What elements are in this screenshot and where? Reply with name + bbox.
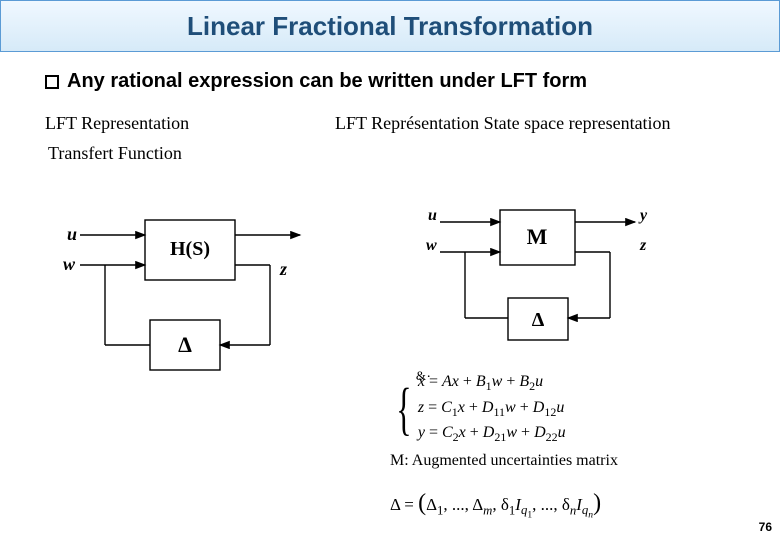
signal-w-right: w	[426, 237, 437, 254]
block-m: M	[527, 224, 548, 249]
page-title: Linear Fractional Transformation	[187, 11, 593, 42]
subtitle-row: Any rational expression can be written u…	[45, 70, 780, 93]
brace-icon: {	[396, 367, 411, 451]
state-space-equations: { ẋ = Ax + B1w + B2u z = C1x + D11w + D…	[390, 370, 566, 454]
bullet-icon	[45, 75, 59, 89]
signal-z-right: z	[639, 237, 647, 254]
subtitle: Any rational expression can be written u…	[67, 70, 587, 93]
title-bar: Linear Fractional Transformation	[0, 0, 780, 52]
m-description: M: Augmented uncertainties matrix	[390, 452, 618, 470]
diagram-left: H(S) Δ u w z	[25, 200, 345, 390]
label-lft-representation: LFT Representation	[45, 113, 189, 134]
signal-w-left: w	[63, 254, 76, 274]
eq-y: y = C2x + D21w + D22u	[418, 424, 566, 441]
signal-u-left: u	[67, 224, 77, 244]
label-transfer-function: Transfert Function	[48, 143, 182, 164]
signal-z-left: z	[279, 259, 287, 279]
page-number: 76	[759, 520, 772, 534]
block-hs: H(S)	[170, 238, 210, 260]
eq-xdot: ẋ = Ax + B1w + B2u	[418, 373, 543, 390]
eq-z: z = C1x + D11w + D12u	[418, 399, 564, 416]
block-delta-left: Δ	[178, 332, 192, 357]
signal-u-right: u	[428, 207, 437, 224]
label-lft-statespace: LFT Représentation State space represent…	[335, 113, 671, 134]
delta-equation: Δ = (Δ1, ..., Δm, δ1Iq1, ..., δnIqn)	[390, 490, 601, 521]
block-delta-right: Δ	[532, 309, 545, 331]
diagram-right: M Δ u w y z	[380, 190, 700, 360]
signal-y-right: y	[638, 207, 648, 224]
